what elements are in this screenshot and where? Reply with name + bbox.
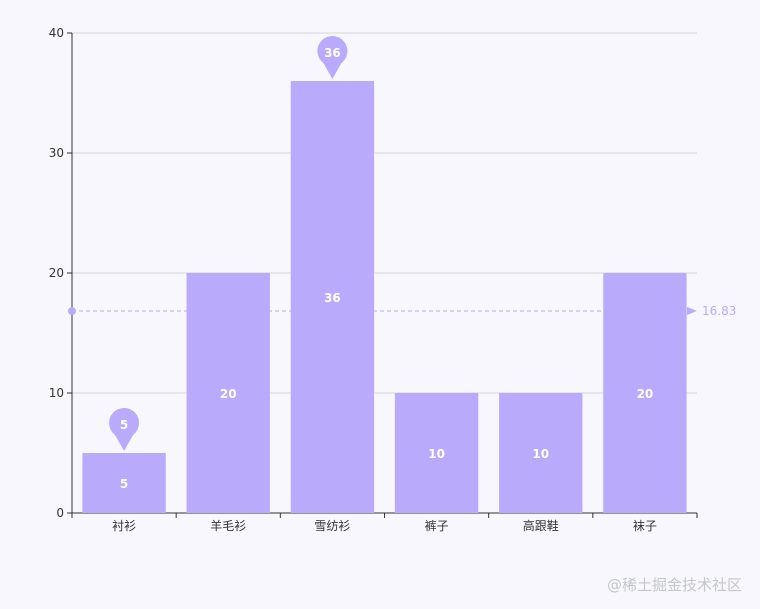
mark-point-label: 36 bbox=[324, 46, 341, 60]
y-tick-label: 30 bbox=[49, 146, 64, 160]
y-tick-label: 20 bbox=[49, 266, 64, 280]
bar bbox=[82, 453, 166, 513]
mark-point-pin bbox=[317, 36, 348, 79]
bar-value-label: 10 bbox=[532, 447, 549, 461]
bar bbox=[603, 273, 687, 513]
mark-point-label: 5 bbox=[120, 418, 128, 432]
watermark: @稀土掘金技术社区 bbox=[606, 576, 742, 594]
x-tick-label: 高跟鞋 bbox=[523, 518, 559, 533]
y-tick-label: 40 bbox=[49, 26, 64, 40]
bar bbox=[186, 273, 270, 513]
bar bbox=[290, 81, 375, 513]
average-line-label: 16.83 bbox=[702, 304, 736, 318]
bar-value-label: 5 bbox=[120, 477, 128, 491]
y-tick-label: 0 bbox=[56, 506, 64, 520]
x-tick-label: 雪纺衫 bbox=[314, 519, 350, 533]
average-line-arrow bbox=[687, 307, 697, 316]
x-tick-label: 衬衫 bbox=[112, 519, 136, 533]
bar-value-label: 20 bbox=[220, 387, 237, 401]
average-line-start-symbol bbox=[68, 307, 76, 316]
y-tick-label: 10 bbox=[49, 386, 64, 400]
bar-value-label: 10 bbox=[428, 447, 445, 461]
bar bbox=[394, 393, 479, 513]
x-tick-label: 裤子 bbox=[425, 519, 449, 533]
mark-point-pin bbox=[109, 408, 140, 451]
x-tick-label: 羊毛衫 bbox=[210, 518, 246, 533]
bar-value-label: 36 bbox=[324, 291, 341, 305]
x-tick-label: 袜子 bbox=[633, 519, 657, 533]
bar bbox=[499, 393, 583, 513]
bar-value-label: 20 bbox=[637, 387, 654, 401]
